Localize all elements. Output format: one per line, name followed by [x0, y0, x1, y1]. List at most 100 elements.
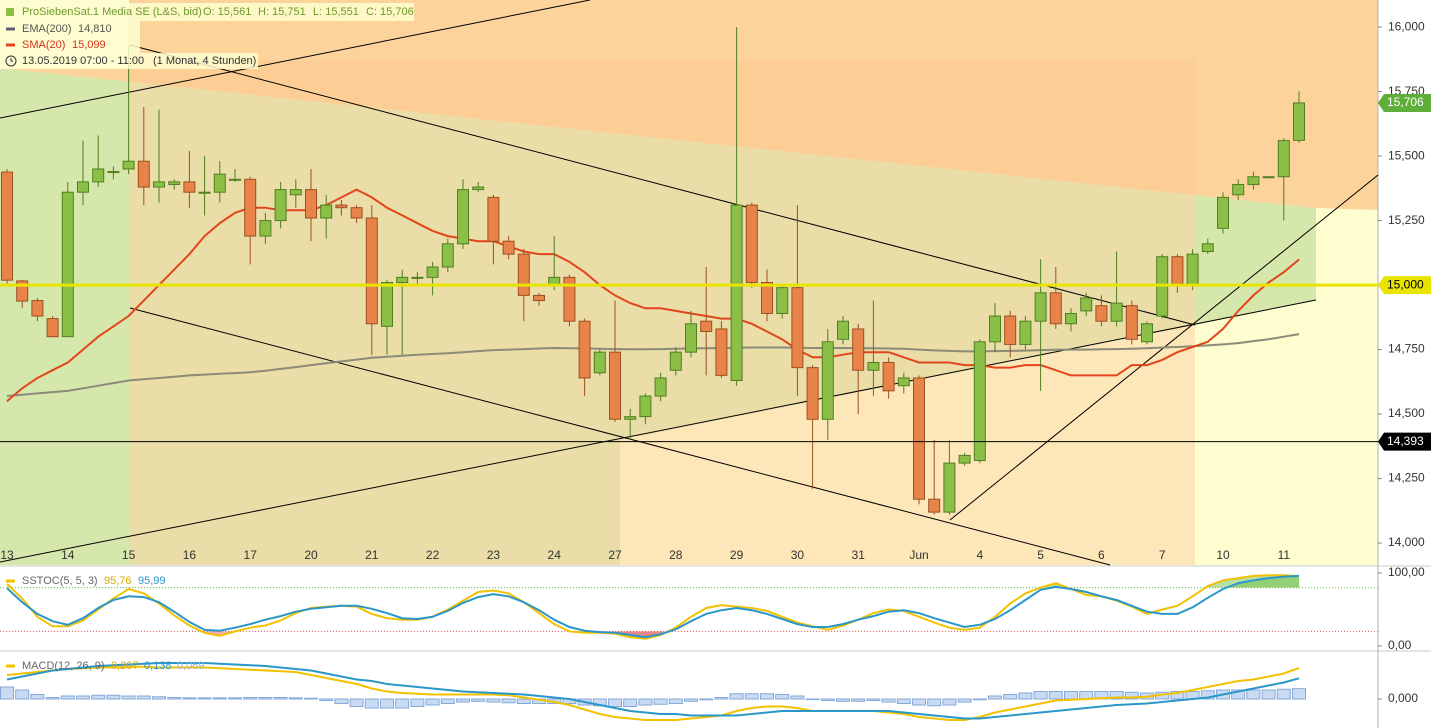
candle-body	[1217, 196, 1229, 229]
macd-histogram-bar	[942, 698, 957, 706]
candle-body	[1125, 305, 1138, 340]
x-tick-label: 20	[304, 548, 318, 562]
macd-histogram-bar	[334, 698, 349, 705]
candle-body	[46, 318, 59, 338]
candle-body	[791, 287, 804, 369]
candle-body	[487, 196, 500, 242]
macd-histogram-bar	[349, 698, 364, 708]
macd-histogram-bar	[820, 698, 835, 702]
candle-body	[1141, 323, 1153, 343]
macd-histogram-bar	[243, 697, 258, 700]
candle-body	[259, 220, 272, 237]
macd-histogram-bar	[60, 695, 75, 700]
candle-body	[685, 323, 697, 353]
candle-body	[426, 266, 439, 278]
macd-histogram-bar	[380, 698, 394, 709]
macd-histogram-bar	[288, 697, 303, 700]
candle-body	[700, 320, 713, 333]
macd-histogram-bar	[152, 696, 166, 700]
candle-body	[153, 181, 165, 188]
macd-histogram-bar	[76, 695, 90, 700]
macd-histogram-bar	[1124, 691, 1139, 700]
x-tick-label: 30	[791, 548, 805, 562]
y-tick-label: 14,000	[1388, 535, 1425, 549]
legend-bg	[0, 37, 140, 53]
candle-body	[1201, 243, 1214, 253]
x-tick-label: 23	[487, 548, 501, 562]
legend-ohlc: C: 15,706	[366, 6, 414, 18]
macd-histogram-bar	[501, 698, 516, 704]
candle-body	[244, 178, 257, 237]
macd-histogram-bar	[927, 698, 942, 707]
x-tick-label: 28	[669, 548, 683, 562]
stoch-value: 95,99	[138, 575, 166, 587]
candle-body	[806, 367, 819, 420]
x-tick-label: 27	[608, 548, 622, 562]
candle-body	[533, 294, 545, 302]
candle-body	[1049, 292, 1062, 325]
macd-histogram-bar	[212, 697, 227, 700]
x-tick-label: 17	[244, 548, 258, 562]
candle-body	[928, 498, 941, 513]
candle-body	[396, 276, 409, 283]
macd-histogram-bar	[896, 698, 911, 705]
macd-line	[6, 665, 1300, 721]
x-tick-label: 29	[730, 548, 744, 562]
candle-body	[973, 341, 986, 462]
indicator-line	[6, 188, 1300, 402]
macd-histogram-bar	[1033, 691, 1048, 700]
candle-body	[365, 217, 378, 325]
macd-histogram-bar	[866, 698, 881, 702]
candle-body	[381, 282, 393, 327]
macd-histogram-bar	[957, 698, 972, 703]
x-tick-label: 22	[426, 548, 440, 562]
candle-body	[1262, 176, 1275, 179]
candle-body	[624, 416, 637, 420]
macd-histogram-bar	[912, 698, 926, 706]
candle-body	[137, 160, 150, 188]
legend-bg	[0, 3, 414, 21]
price-axis: 16,00015,75015,50015,25014,75014,50014,2…	[1378, 19, 1431, 705]
macd-histogram-bar	[197, 697, 212, 700]
candle-body	[122, 160, 135, 170]
x-tick-label: 24	[548, 548, 562, 562]
candle-body	[502, 240, 515, 255]
candle-body	[882, 361, 895, 392]
candle-body	[943, 462, 956, 513]
x-tick-label: 21	[365, 548, 379, 562]
macd-value: 0,138	[144, 660, 172, 672]
x-tick-label: 10	[1216, 548, 1230, 562]
candle-body	[213, 173, 226, 193]
candle-body	[715, 328, 728, 376]
stoch-background	[0, 567, 1378, 650]
legend: ProSiebenSat.1 Media SE (L&S, bid) O: 15…	[0, 3, 414, 672]
price-tag	[1378, 276, 1431, 295]
macd-histogram-bar	[136, 695, 151, 700]
stoch-line	[6, 574, 1300, 639]
legend-sma-value: 15,099	[72, 39, 106, 51]
indicator-line	[6, 333, 1300, 397]
candle-body	[669, 351, 682, 371]
candle-body	[609, 351, 621, 420]
y-tick-label: 14,750	[1388, 342, 1425, 356]
macd-histogram-bar	[45, 697, 60, 700]
candle-body	[305, 189, 317, 219]
y-tick-label: 0,00	[1388, 638, 1412, 652]
legend-period: 13.05.2019 07:00 - 11:00	[22, 55, 144, 67]
x-tick-label: 14	[61, 548, 75, 562]
candle-body	[472, 186, 485, 191]
macd-histogram-bar	[0, 686, 14, 700]
macd-value: 0,207	[111, 660, 139, 672]
candle-body	[198, 191, 211, 194]
candle-body	[821, 341, 834, 420]
candle-body	[107, 171, 120, 174]
candle-body	[654, 377, 667, 397]
legend-sma: SMA(20)	[22, 39, 65, 51]
candle-body	[1247, 176, 1260, 185]
macd-histogram-bar	[836, 698, 850, 702]
candle-body	[1, 171, 13, 281]
plot: 13 14 15 16 17 20 21 22 23 24 27 28 29 30 31 Jun 4 5 6 7 10 1…	[0, 27, 1378, 721]
macd-histogram-bar	[1292, 688, 1306, 700]
